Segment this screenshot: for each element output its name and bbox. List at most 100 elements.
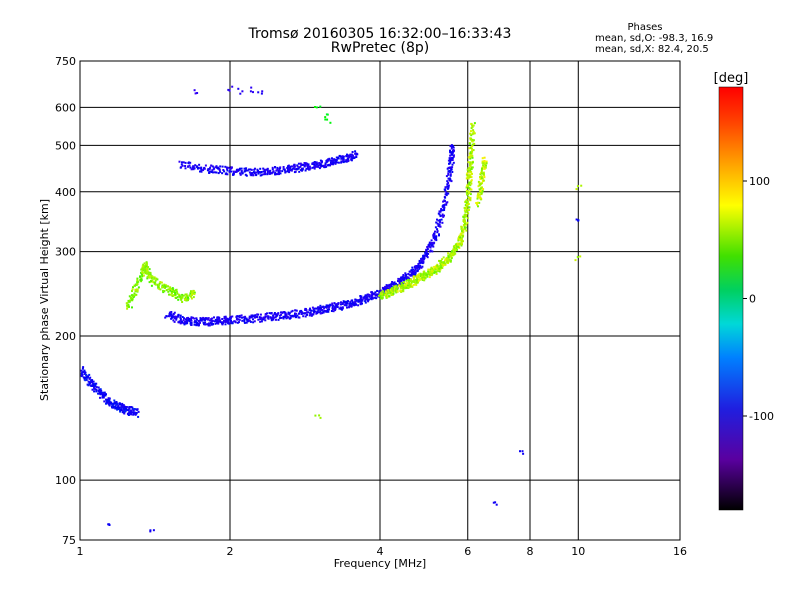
data-point [139,275,141,278]
data-point [260,320,263,323]
data-point [348,156,351,159]
data-point [309,167,312,170]
y-tick-label: 600 [55,101,76,114]
data-point [450,251,453,254]
data-point [449,159,452,161]
data-point [228,89,231,92]
data-point [334,161,337,164]
data-point [431,250,434,253]
data-point [438,233,440,236]
data-point [307,311,310,314]
data-point [270,317,273,320]
data-point [172,313,175,315]
data-point [133,408,136,410]
data-point [470,176,473,179]
data-point [366,299,369,302]
data-point [301,168,304,171]
data-point [452,154,455,157]
data-point [465,198,468,201]
data-point [209,166,212,169]
data-point [124,409,127,412]
data-point [413,270,416,273]
data-point [452,161,455,164]
data-point [225,172,228,175]
data-point [438,267,441,270]
data-point [479,189,482,192]
data-point [436,264,439,267]
data-point [324,118,327,121]
data-point [184,293,187,296]
data-point [136,408,139,411]
data-point [402,278,405,281]
data-point [354,152,357,155]
data-point [401,275,404,278]
data-point [226,168,229,170]
data-point [444,262,447,265]
data-point [449,178,452,181]
data-point [348,306,350,309]
data-point [170,292,173,295]
data-point [181,321,184,323]
data-point [463,224,465,227]
data-point [320,161,323,164]
data-point [267,317,270,320]
data-point [241,319,244,322]
data-point [328,157,331,160]
data-point [172,290,175,293]
data-point [310,309,313,312]
data-point [327,304,330,307]
data-point [436,269,439,272]
data-point [435,237,438,240]
data-point [217,167,220,170]
data-point [136,279,139,282]
data-point [237,315,240,318]
data-point [447,254,450,257]
data-point [451,157,454,159]
data-point [305,167,308,170]
data-point [141,271,143,274]
data-point [130,411,133,414]
data-point [447,173,450,176]
data-point [340,301,342,304]
data-point [98,391,101,394]
data-point [90,379,93,382]
data-point [480,177,483,180]
data-point [464,227,467,230]
data-point [417,265,420,268]
data-point [473,122,476,125]
data-point [416,274,419,277]
data-point [323,164,326,167]
data-point [265,168,268,171]
data-point [124,406,127,408]
data-point [324,162,327,165]
data-point [471,166,474,169]
data-point [173,320,176,323]
data-point [196,321,199,324]
data-point [462,230,465,233]
data-point [316,312,318,314]
data-point [469,152,472,155]
data-point [434,268,437,271]
data-point [146,277,149,280]
data-point [336,306,339,308]
data-point [294,312,296,315]
data-point [416,265,418,268]
data-point [240,167,243,170]
data-point [299,162,302,165]
data-point [312,161,315,164]
data-point [250,86,253,89]
data-point [295,312,298,315]
data-point [98,388,101,391]
data-point [120,409,122,412]
data-point [576,256,579,258]
data-point [483,174,486,177]
data-point [456,242,459,245]
data-point [94,385,97,387]
data-point [297,167,300,170]
data-point [270,172,273,175]
data-point [101,394,104,397]
colorbar [719,87,743,510]
data-point [223,315,226,318]
data-point [462,240,464,243]
data-point [284,314,287,317]
